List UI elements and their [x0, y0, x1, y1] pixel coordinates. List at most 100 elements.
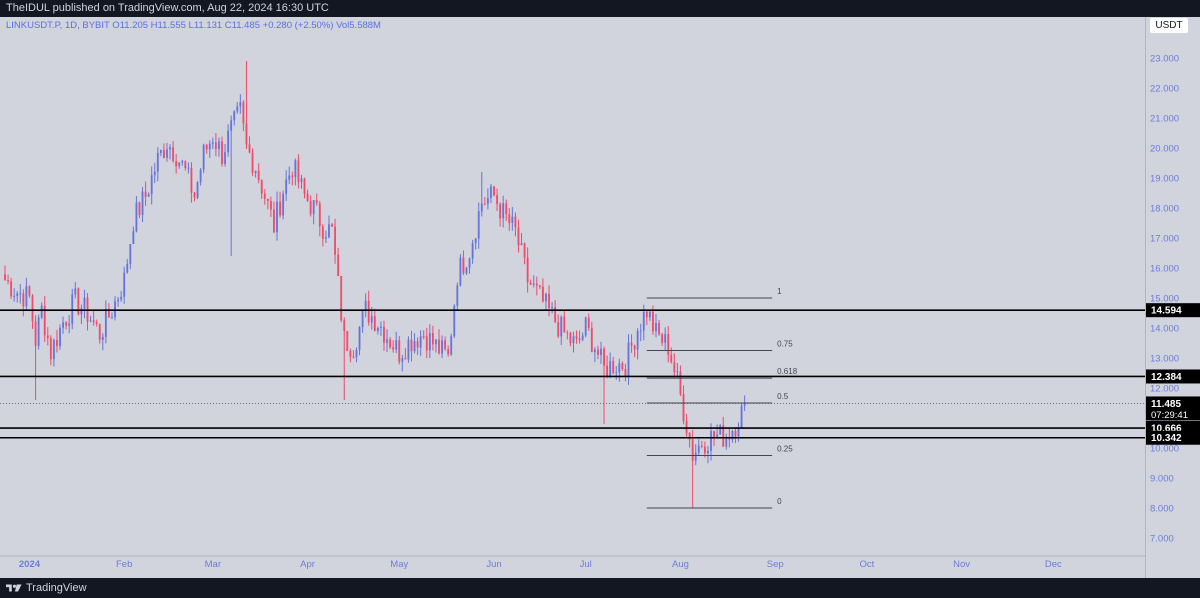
candle-body [529, 282, 532, 285]
price-chart[interactable]: 1 0.75 0.618 0.5 0.25 0 7.000 8.000 9.000 10.000… [0, 17, 1200, 578]
candle-body [80, 308, 83, 315]
candle-body [297, 160, 300, 183]
candle-body [618, 363, 621, 373]
candle-body [95, 322, 98, 325]
candle-body [743, 403, 746, 406]
price-tick-label: 8.000 [1150, 504, 1174, 515]
price-axis[interactable]: 7.0008.0009.00010.00011.00012.00013.0001… [1150, 24, 1179, 545]
price-tick-label: 19.000 [1150, 174, 1179, 185]
brand[interactable]: TradingView [6, 578, 87, 598]
candle-body [493, 186, 495, 196]
price-tick-label: 10.000 [1150, 444, 1179, 455]
candle-body [196, 182, 199, 198]
candle-body [324, 237, 327, 239]
candle-body [713, 430, 715, 438]
candle-body [688, 433, 691, 440]
candle-body [636, 330, 639, 350]
candle-body [700, 445, 703, 447]
candle-body [273, 209, 275, 233]
time-tick-label: Sep [767, 559, 784, 570]
candle-body [483, 203, 486, 205]
candle-body [425, 336, 428, 351]
candle-body [166, 149, 168, 158]
candle-body [673, 362, 676, 373]
candle-body [193, 192, 196, 198]
candle-body [361, 310, 364, 327]
candle-body [150, 175, 153, 195]
candle-body [107, 308, 110, 318]
candle-body [453, 305, 456, 337]
candle-body [251, 152, 254, 173]
time-axis[interactable]: 2024 Feb Mar Apr May Jun Jul Aug Sep Oct Nov Dec [19, 559, 1062, 570]
candle-body [159, 149, 162, 154]
candle-body [447, 349, 450, 355]
horizontal-levels[interactable] [0, 309, 1145, 439]
candle-body [520, 243, 523, 246]
candle-body [676, 371, 679, 373]
candle-body [306, 193, 309, 201]
candle-body [175, 161, 178, 167]
candle-body [541, 286, 544, 302]
candle-body [587, 317, 590, 329]
candle-body [236, 106, 239, 112]
candle-body [740, 405, 743, 429]
candle-body [517, 227, 520, 246]
candle-body [380, 326, 382, 328]
candle-body [230, 120, 233, 131]
candle-body [199, 169, 202, 183]
candle-body [355, 349, 358, 358]
candle-body [670, 354, 673, 363]
candle-body [401, 358, 404, 362]
candle-body [661, 334, 664, 343]
candle-body [581, 335, 584, 340]
candle-body [477, 211, 480, 239]
fibonacci-retracement[interactable]: 1 0.75 0.618 0.5 0.25 0 [646, 287, 798, 509]
currency-label[interactable]: USDT [1150, 18, 1188, 33]
candle-body [89, 320, 92, 322]
candle-body [43, 305, 46, 336]
candle-body [132, 231, 135, 245]
candle-body [120, 296, 123, 300]
fib-level-label: 0.75 [777, 340, 793, 349]
candle-body [92, 320, 95, 323]
candle-body [511, 216, 514, 224]
price-tick-label: 17.000 [1150, 234, 1179, 245]
candle-body [456, 285, 459, 306]
candle-body [664, 334, 667, 343]
candle-body [83, 297, 86, 309]
candle-body [334, 226, 336, 255]
brand-name: TradingView [26, 582, 87, 594]
candle-body [276, 201, 278, 233]
candle-body [697, 445, 700, 453]
candle-body [309, 200, 312, 215]
time-tick-label: Aug [672, 559, 689, 570]
candle-body [233, 111, 236, 121]
candle-body [364, 300, 367, 311]
candle-body [468, 258, 471, 268]
candle-body [245, 123, 248, 145]
candle-body [725, 438, 728, 447]
candle-body [129, 244, 132, 265]
candle-body [172, 147, 175, 162]
candle-body [731, 430, 734, 440]
candle-body [499, 204, 502, 219]
candle-body [633, 345, 636, 350]
candle-body [450, 336, 453, 355]
candle-body [459, 257, 462, 286]
chart-area[interactable] [0, 17, 1200, 578]
candle-body [181, 161, 184, 163]
candle-body [321, 226, 324, 239]
candle-body [288, 175, 291, 180]
candle-body [505, 203, 508, 215]
candle-body [386, 339, 388, 343]
candle-body [566, 332, 569, 334]
candle-body [627, 342, 630, 377]
price-tick-label: 7.000 [1150, 534, 1174, 545]
candle-body [331, 224, 333, 227]
candle-body [703, 446, 706, 454]
candle-body [337, 254, 340, 277]
candle-body [410, 339, 413, 352]
level-price-label: 12.384 [1151, 372, 1182, 383]
time-tick-label: 2024 [19, 559, 41, 570]
symbol-legend[interactable]: LINKUSDT.P, 1D, BYBIT O11.205 H11.555 L1… [6, 20, 381, 31]
